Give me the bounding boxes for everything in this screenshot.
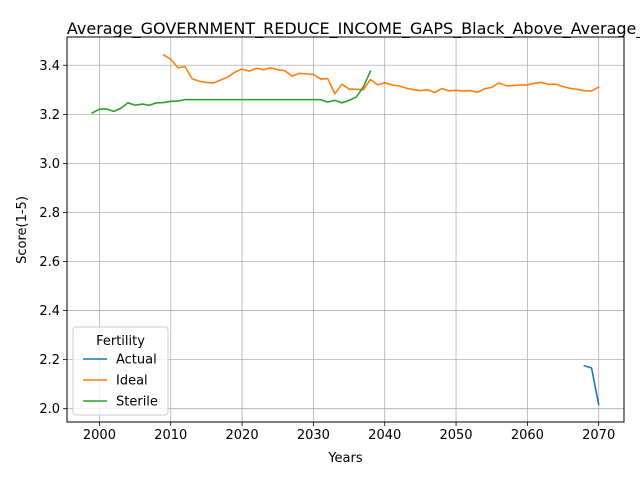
y-tick-label: 3.2 xyxy=(39,108,60,123)
x-tick-label: 2060 xyxy=(511,428,544,443)
y-tick-label: 2.6 xyxy=(39,255,60,270)
legend-entries: Actual Ideal Sterile xyxy=(83,353,158,410)
x-tick-label: 2070 xyxy=(582,428,615,443)
grid-lines xyxy=(67,37,624,422)
series-line-actual xyxy=(583,364,600,406)
y-tick-label: 3.4 xyxy=(39,59,60,74)
legend-box xyxy=(72,326,169,416)
series-line-ideal xyxy=(162,53,600,95)
y-tick-label: 2.4 xyxy=(39,304,60,319)
x-tick-label: 2050 xyxy=(439,428,472,443)
y-tick-label: 2.0 xyxy=(39,402,60,417)
plot-frame xyxy=(66,36,625,423)
y-axis-label: Score(1-5) xyxy=(15,196,30,264)
series-line-sterile xyxy=(91,70,372,114)
legend-label-ideal: Ideal xyxy=(116,374,148,389)
x-tick-label: 2030 xyxy=(297,428,330,443)
x-tick-label: 2020 xyxy=(226,428,259,443)
x-tick-label: 2010 xyxy=(154,428,187,443)
x-tick-label: 2000 xyxy=(83,428,116,443)
x-axis-label: Years xyxy=(327,451,363,466)
legend-label-actual: Actual xyxy=(116,353,157,368)
series-layer xyxy=(91,53,600,406)
x-axis: 2000 2010 2020 2030 2040 2050 2060 2070 xyxy=(83,422,615,443)
y-tick-label: 3.0 xyxy=(39,157,60,172)
legend-label-sterile: Sterile xyxy=(116,395,158,410)
y-tick-label: 2.8 xyxy=(39,206,60,221)
legend: Fertility Actual Ideal Sterile xyxy=(72,326,169,416)
chart-title: Average_GOVERNMENT_REDUCE_INCOME_GAPS_Bl… xyxy=(67,19,640,39)
y-axis: 2.0 2.2 2.4 2.6 2.8 3.0 3.2 3.4 xyxy=(39,59,67,417)
legend-title: Fertility xyxy=(96,334,145,349)
y-tick-label: 2.2 xyxy=(39,353,60,368)
x-tick-label: 2040 xyxy=(368,428,401,443)
